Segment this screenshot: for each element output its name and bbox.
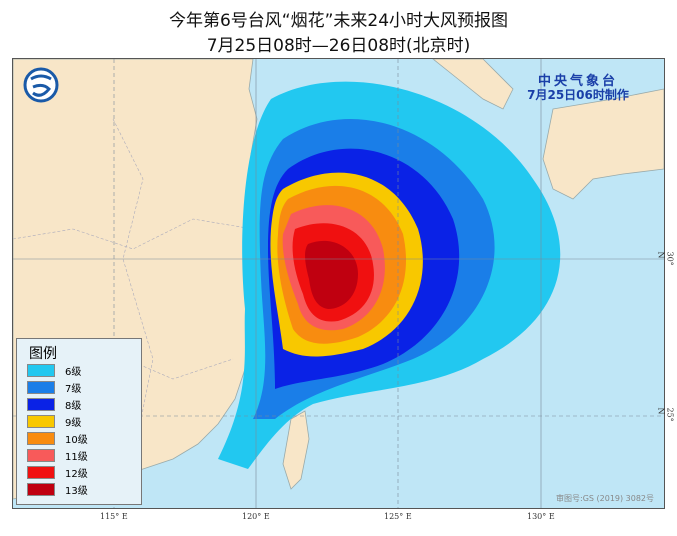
legend: 图例 6级 7级 8级 9级 10级 11级 12级 13级: [16, 338, 142, 505]
lon-label-120: 120° E: [242, 512, 270, 521]
korea-japan-land: [432, 59, 664, 200]
legend-item: 7级: [27, 380, 82, 395]
legend-label: 7级: [65, 383, 82, 395]
legend-swatch: [27, 380, 55, 394]
legend-label: 9级: [65, 417, 82, 429]
legend-swatch: [27, 448, 55, 462]
lon-label-115: 115° E: [100, 512, 128, 521]
legend-label: 6级: [65, 366, 82, 378]
agency-name: 中央气象台: [537, 74, 618, 89]
lon-label-125: 125° E: [384, 512, 412, 521]
legend-title: 图例: [29, 346, 57, 362]
lat-label-30: 30° N: [656, 251, 675, 266]
legend-swatch: [27, 397, 55, 411]
cma-logo: [23, 67, 59, 103]
legend-item: 12级: [27, 465, 88, 480]
legend-label: 11级: [65, 451, 88, 463]
legend-label: 13级: [65, 485, 88, 497]
lon-label-130: 130° E: [527, 512, 555, 521]
legend-item: 10级: [27, 431, 88, 446]
legend-swatch: [27, 414, 55, 428]
legend-item: 6级: [27, 363, 82, 378]
legend-item: 11级: [27, 448, 88, 463]
map-subtitle: 7月25日08时—26日08时(北京时): [206, 36, 471, 56]
map-title: 今年第6号台风“烟花”未来24小时大风预报图: [168, 11, 509, 31]
legend-swatch: [27, 363, 55, 377]
legend-swatch: [27, 482, 55, 496]
wind-zone-13: [305, 240, 358, 309]
taiwan: [282, 410, 310, 490]
legend-item: 13级: [27, 482, 88, 497]
map-approval-number: 审图号:GS (2019) 3082号: [556, 494, 655, 503]
issue-time: 7月25日06时制作: [527, 88, 629, 102]
legend-label: 8级: [65, 400, 82, 412]
legend-swatch: [27, 431, 55, 445]
legend-swatch: [27, 465, 55, 479]
legend-label: 12级: [65, 468, 88, 480]
legend-item: 8级: [27, 397, 82, 412]
legend-item: 9级: [27, 414, 82, 429]
legend-label: 10级: [65, 434, 88, 446]
lat-label-25: 25° N: [656, 407, 675, 422]
